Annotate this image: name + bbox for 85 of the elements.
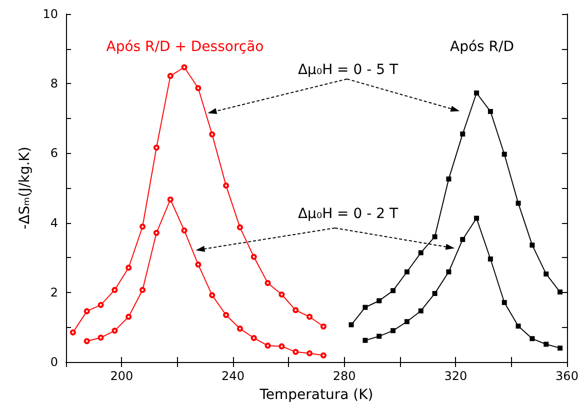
annotation: Δμ₀H = 0 - 2 T [298, 206, 398, 222]
point [181, 227, 188, 234]
point [209, 292, 216, 298]
point [502, 300, 507, 305]
point [460, 237, 466, 242]
point [558, 290, 563, 295]
point [98, 334, 104, 341]
point [153, 144, 160, 151]
point [376, 334, 382, 339]
y-tick-label: 0 [50, 355, 58, 369]
point [167, 72, 174, 79]
point [98, 302, 104, 308]
annotation: Δμ₀H = 0 - 5 T [298, 62, 398, 78]
point [502, 152, 507, 157]
point [530, 336, 535, 342]
point [362, 338, 368, 343]
point [250, 254, 257, 260]
point [348, 322, 354, 328]
point [306, 350, 313, 356]
x-axis-title: Temperatura (K) [258, 387, 374, 403]
point [126, 264, 132, 271]
point [84, 308, 90, 314]
point [418, 308, 424, 314]
y-axis-title: -ΔSₘ(J/kg.K) [16, 146, 33, 230]
y-tick-label: 4 [50, 216, 58, 230]
point [278, 343, 285, 350]
point [250, 334, 257, 341]
annotation: Após R/D [450, 39, 514, 55]
point [544, 342, 549, 347]
point [195, 262, 202, 268]
point [544, 271, 549, 276]
point [418, 250, 424, 256]
y-tick-label: 10 [42, 7, 58, 21]
point [84, 338, 90, 344]
point [446, 269, 452, 274]
point [404, 319, 410, 324]
point [516, 324, 521, 329]
point [488, 108, 493, 114]
point [112, 328, 118, 334]
point [446, 176, 452, 182]
point [292, 348, 299, 355]
point [432, 290, 438, 296]
point [112, 286, 118, 293]
x-tick-label: 320 [444, 369, 468, 383]
point [153, 230, 160, 236]
point [474, 90, 480, 96]
point [278, 291, 285, 298]
point [474, 216, 480, 221]
point [264, 280, 271, 286]
point [530, 242, 535, 248]
point [432, 234, 438, 240]
y-tick-label: 8 [50, 76, 58, 91]
point [126, 314, 132, 320]
point [181, 64, 188, 70]
point [223, 312, 230, 318]
point [376, 298, 382, 304]
point [404, 269, 410, 274]
x-tick-label: 200 [110, 369, 134, 383]
point [209, 131, 216, 138]
point [140, 224, 146, 230]
point [306, 314, 313, 320]
point [362, 304, 368, 310]
x-tick-label: 240 [222, 369, 244, 383]
point [516, 200, 521, 206]
point [390, 328, 396, 334]
x-tick-label: 360 [556, 369, 578, 383]
point [320, 352, 326, 358]
point [320, 324, 326, 330]
point [558, 346, 563, 351]
point [460, 132, 466, 137]
point [488, 256, 493, 262]
point [264, 342, 271, 349]
point [292, 307, 299, 314]
point [195, 85, 202, 92]
y-tick-label: 6 [50, 146, 58, 160]
y-tick-label: 2 [50, 285, 58, 300]
point [167, 196, 174, 202]
point [236, 224, 243, 230]
point [70, 329, 76, 336]
point [223, 182, 230, 189]
point [390, 288, 396, 294]
annotation: Após R/D + Dessorção [106, 39, 264, 55]
x-tick-label: 280 [332, 369, 356, 383]
point [140, 286, 146, 293]
point [236, 326, 243, 332]
